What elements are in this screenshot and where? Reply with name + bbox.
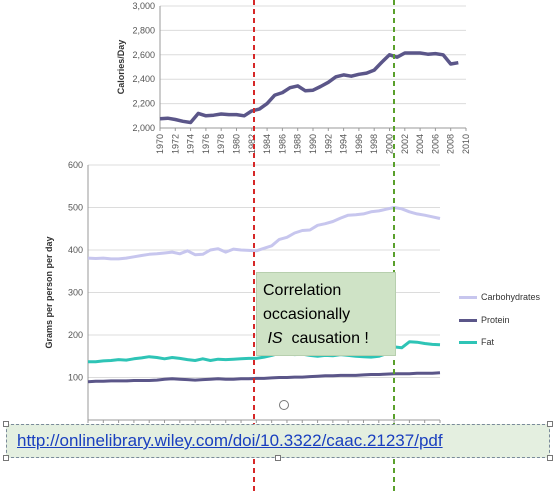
- calories-xtick-label: 1984: [262, 134, 272, 154]
- calories-series-main: [159, 51, 459, 125]
- resize-handle-bottom-right[interactable]: [547, 455, 553, 461]
- calories-ytick-label: 3,000: [132, 1, 155, 11]
- callout-emphasis: IS: [267, 330, 283, 347]
- callout-line-3-rest: causation !: [291, 330, 369, 347]
- callout-line-1: Correlation: [263, 282, 342, 299]
- resize-handle-top-left[interactable]: [3, 421, 9, 427]
- legend-label-fat: Fat: [481, 337, 495, 347]
- calories-xtick-label: 1978: [216, 134, 226, 154]
- calories-xtick-label: 1972: [170, 134, 180, 154]
- calories-xtick-label: 2002: [400, 134, 410, 154]
- calories-xtick-label: 2004: [415, 134, 425, 154]
- calories-xtick-label: 2008: [446, 134, 456, 154]
- calories-xtick-label: 1990: [308, 134, 318, 154]
- calories-ytick-label: 2,400: [132, 74, 155, 84]
- calories-xtick-label: 2010: [461, 134, 471, 154]
- calories-xtick-label: 1996: [354, 134, 364, 154]
- calories-xtick-label: 1970: [155, 134, 165, 154]
- legend-swatch-fat: [459, 341, 477, 345]
- resize-handle-bottom-left[interactable]: [3, 455, 9, 461]
- grams-series-protein: [87, 371, 441, 384]
- callout-line-3: IS causation !: [263, 327, 389, 351]
- calories-xtick-label: 1994: [339, 134, 349, 154]
- grams-series-carbohydrates: [87, 206, 441, 261]
- legend-label-carbohydrates: Carbohydrates: [481, 292, 541, 302]
- link-textbox[interactable]: http://onlinelibrary.wiley.com/doi/10.33…: [6, 424, 550, 458]
- source-link[interactable]: http://onlinelibrary.wiley.com/doi/10.33…: [17, 431, 443, 450]
- calories-xtick-label: 1974: [186, 134, 196, 154]
- calories-xtick-label: 1998: [369, 134, 379, 154]
- calories-xtick-label: 2000: [385, 134, 395, 154]
- grams-ytick-label: 600: [68, 160, 83, 170]
- legend-item-fat: Fat: [459, 337, 494, 351]
- grams-ytick-label: 100: [68, 373, 83, 383]
- calories-ytick-label: 2,200: [132, 99, 155, 109]
- grams-ytick-label: 500: [68, 203, 83, 213]
- resize-handle-bottom-mid[interactable]: [275, 455, 281, 461]
- calories-ytick-label: 2,000: [132, 123, 155, 133]
- grams-ytick-label: 200: [68, 330, 83, 340]
- year-markers: [253, 0, 395, 493]
- legend-item-protein: Protein: [459, 315, 510, 329]
- calories-xtick-label: 1992: [323, 134, 333, 154]
- calories-xtick-label: 1988: [293, 134, 303, 154]
- calories-y-axis-title: Calories/Day: [116, 40, 126, 95]
- calories-ytick-label: 2,600: [132, 50, 155, 60]
- resize-handle-top-right[interactable]: [547, 421, 553, 427]
- grams-ytick-label: 300: [68, 288, 83, 298]
- legend-item-carbohydrates: Carbohydrates: [459, 292, 540, 306]
- callout-line-2: occasionally: [263, 306, 351, 323]
- calories-xtick-label: 1980: [232, 134, 242, 154]
- correlation-callout: Correlation occasionally IS causation !: [256, 272, 396, 356]
- legend-swatch-protein: [459, 319, 477, 323]
- calories-xtick-label: 1982: [247, 134, 257, 154]
- grams-ytick-label: 400: [68, 245, 83, 255]
- calories-ytick-label: 2,800: [132, 25, 155, 35]
- rotate-handle[interactable]: [279, 400, 289, 410]
- grams-y-axis-title: Grams per person per day: [44, 236, 54, 348]
- legend-label-protein: Protein: [481, 315, 510, 325]
- calories-xtick-label: 2006: [430, 134, 440, 154]
- legend-swatch-carbohydrates: [459, 296, 477, 300]
- calories-xtick-label: 1986: [277, 134, 287, 154]
- calories-xtick-label: 1976: [201, 134, 211, 154]
- calories-chart: 2,000 2,200 2,400 2,600 2,800 3,000 1970 1972 19…: [116, 1, 471, 154]
